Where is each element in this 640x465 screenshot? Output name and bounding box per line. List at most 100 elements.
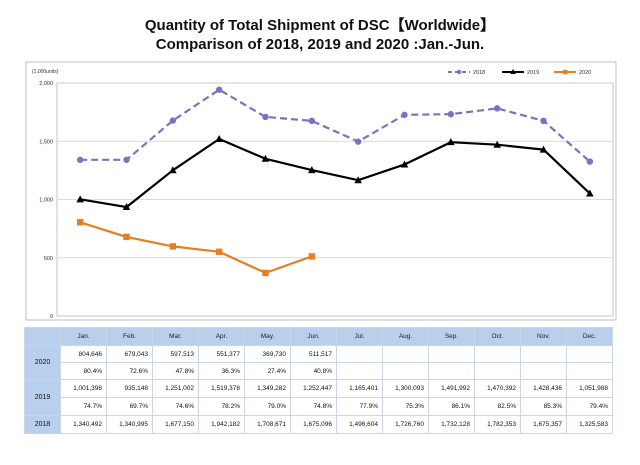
- table-cell: 77.9%: [336, 397, 383, 416]
- series-line-2020: [79, 221, 313, 274]
- table-cell: 551,377: [198, 345, 245, 363]
- table-cell: 1,252,447: [290, 379, 337, 398]
- table-cell: [382, 345, 429, 363]
- table-cell: 74.8%: [290, 397, 337, 416]
- data-point-2018: [540, 117, 547, 125]
- table-cell: [428, 345, 475, 363]
- table-row-2018-values: 2018 1,340,492 1,340,995 1,677,150 1,942…: [24, 415, 613, 434]
- data-point-2019: [169, 166, 177, 174]
- chart-title-line1: Quantity of Total Shipment of DSC【Worldw…: [144, 17, 496, 34]
- table-cell: 1,251,002: [152, 379, 199, 398]
- data-point-2018: [169, 117, 177, 124]
- data-point-2020: [308, 253, 316, 260]
- legend-label-2018: 2018: [473, 70, 485, 76]
- data-point-2019: [539, 145, 548, 153]
- data-point-2019: [586, 189, 594, 197]
- table-cell: [336, 345, 383, 363]
- data-point-2019: [493, 140, 501, 148]
- data-point-2020: [169, 243, 177, 250]
- table-cell: 1,519,378: [198, 379, 245, 398]
- table-header-month: Apr.: [198, 327, 245, 346]
- data-point-2018: [76, 156, 84, 164]
- y-tick-label: 1,500: [39, 139, 53, 145]
- data-point-2018: [262, 113, 269, 121]
- table-cell: 511,517: [290, 345, 337, 363]
- table-cell: 1,325,583: [566, 415, 613, 434]
- table-cell: 1,428,436: [520, 379, 567, 398]
- data-point-2018: [308, 117, 316, 125]
- data-point-2020: [76, 219, 84, 226]
- table-cell: 1,165,401: [336, 379, 383, 398]
- table-cell: 85.3%: [520, 397, 567, 416]
- table-cell: 1,677,150: [152, 415, 199, 434]
- table-header-row: Jan. Feb. Mar. Apr. May. Jun. Jul. Aug. …: [24, 327, 613, 346]
- table-header-month: Sep.: [428, 327, 475, 346]
- table-cell: 75.3%: [382, 397, 429, 416]
- table-cell: 804,646: [60, 345, 107, 363]
- table-header-month: Dec.: [566, 327, 613, 346]
- table-cell: 597,513: [152, 345, 199, 363]
- table-cell: 1,491,992: [428, 379, 475, 398]
- table-cell: [428, 362, 475, 380]
- table-cell: 40.8%: [290, 362, 337, 380]
- table-header-month: Jan.: [60, 327, 107, 346]
- y-tick-label: 500: [44, 256, 53, 262]
- table-cell: 1,349,282: [244, 379, 291, 398]
- data-point-2019: [76, 195, 84, 203]
- table-cell: 679,043: [106, 345, 153, 363]
- table-row-2020-values: 2020 804,646 679,043 597,513 551,377 369…: [24, 345, 613, 380]
- table-row-2019-pct: 74.7% 69.7% 74.6% 78.2% 79.0% 74.8% 77.9…: [25, 397, 613, 416]
- table-cell: 1,708,671: [244, 415, 291, 434]
- table-cell: 1,732,128: [428, 415, 475, 434]
- y-tick-label: 0: [50, 314, 53, 320]
- data-point-2018: [215, 86, 223, 93]
- data-point-2018: [447, 111, 455, 118]
- table-cell: [566, 345, 613, 363]
- table-header-month: Oct.: [474, 327, 521, 346]
- table-cell: 47.8%: [152, 362, 199, 380]
- table-cell: 1,001,398: [60, 379, 107, 398]
- series-line-2019: [80, 137, 591, 209]
- legend-label-2020: 2020: [579, 70, 591, 76]
- table-cell: 1,675,096: [290, 415, 337, 434]
- table-row-2019-values: 2019 1,001,398 935,148 1,251,002 1,519,3…: [24, 379, 613, 416]
- data-point-2019: [354, 176, 362, 184]
- table-cell: 78.2%: [198, 397, 245, 416]
- data-point-2019: [447, 138, 455, 146]
- table-year-label: 2019: [24, 379, 61, 416]
- y-tick-label: 1,000: [39, 198, 53, 204]
- legend-marker-2018: [456, 69, 462, 75]
- table-cell: [336, 362, 383, 380]
- data-point-2018: [354, 138, 362, 145]
- data-point-2019: [215, 134, 223, 142]
- data-point-2018: [123, 156, 130, 163]
- table-cell: 72.6%: [106, 362, 153, 380]
- table-header-month: Aug.: [382, 327, 429, 346]
- table-cell: 1,675,357: [520, 415, 567, 434]
- table-cell: [474, 345, 521, 363]
- table-cell: 79.4%: [566, 397, 613, 416]
- table-cell: 1,340,995: [106, 415, 153, 434]
- table-cell: 79.0%: [244, 397, 291, 416]
- data-point-2020: [262, 269, 269, 277]
- data-point-2018: [586, 158, 594, 165]
- data-point-2020: [215, 248, 223, 255]
- y-tick-label: 2,000: [39, 81, 53, 87]
- table-cell: 74.7%: [60, 397, 107, 416]
- table-cell: 1,470,392: [474, 379, 521, 398]
- table-cell: 1,726,760: [382, 415, 429, 434]
- data-point-2020: [123, 233, 130, 241]
- data-point-2018: [493, 105, 501, 112]
- data-point-2019: [122, 203, 131, 211]
- y-axis-label: (1,000units): [32, 69, 59, 75]
- chart-title-line2: Comparison of 2018, 2019 and 2020 :Jan.-…: [155, 36, 485, 53]
- table-cell: 74.6%: [152, 397, 199, 416]
- table-cell: [520, 362, 567, 380]
- table-header-month: May.: [244, 327, 291, 346]
- table-cell: [566, 362, 613, 380]
- table-header-month: Feb.: [106, 327, 153, 346]
- table-year-label: 2018: [24, 415, 61, 434]
- chart-frame: [25, 61, 617, 321]
- table-cell: 69.7%: [106, 397, 153, 416]
- data-point-2018: [401, 111, 408, 119]
